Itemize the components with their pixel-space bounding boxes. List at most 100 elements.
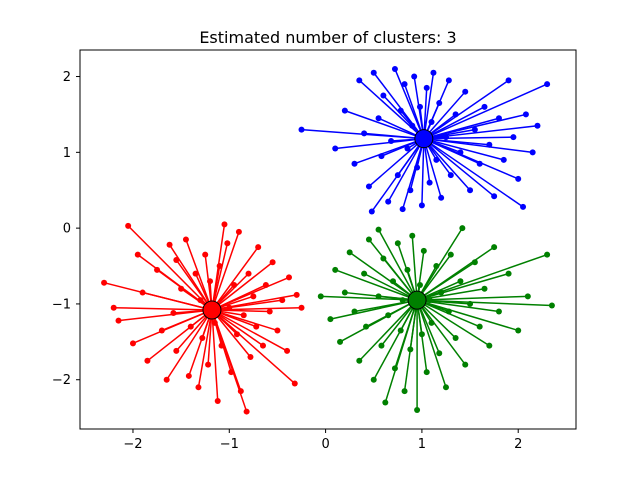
cluster-green-line [416,272,509,301]
cluster-blue-line [423,106,485,140]
cluster-blue-point [486,141,493,148]
cluster-red-point [298,304,305,311]
cluster-red-point [187,323,194,330]
cluster-green-point [341,289,348,296]
cluster-green-point [363,323,370,330]
cluster-green-line [417,299,552,307]
cluster-blue-point [416,103,423,110]
cluster-red-point [247,353,254,360]
cluster-blue-point [365,183,372,190]
cluster-red-point [207,278,214,285]
y-tick-label: 2 [63,70,71,85]
cluster-red-point [274,327,281,334]
cluster-red-point [216,263,223,270]
cluster-blue-point [481,103,488,110]
cluster-green-line [334,269,418,301]
cluster-blue-point [423,84,430,91]
cluster-red-point [129,340,136,347]
cluster-blue-line [423,125,538,140]
cluster-blue-line [423,72,435,139]
x-tick-label: 0 [321,437,329,452]
cluster-green-point [515,327,522,334]
cluster-red-point [266,308,273,315]
cluster-red-point [158,327,165,334]
cluster-blue-point [471,126,478,133]
cluster-green-line [416,253,548,301]
cluster-red-line [211,309,264,347]
cluster-blue-point [418,202,425,209]
cluster-blue-line [364,132,424,140]
cluster-blue-line [423,79,510,140]
cluster-green-point [375,226,382,233]
x-tick-label: −1 [220,437,239,452]
cluster-green-line [358,299,418,362]
cluster-red-point [279,297,286,304]
cluster-red-point [144,357,151,364]
cluster-red-point [250,293,257,300]
cluster-blue-point [391,65,398,72]
cluster-red-point [235,228,242,235]
cluster-red-point [192,270,199,277]
cluster-green-line [416,299,466,366]
cluster-red-point [134,251,141,258]
cluster-red-line [211,243,229,311]
cluster-green-point [375,293,382,300]
cluster-red-point [240,312,247,319]
cluster-red-line [211,309,288,352]
cluster-green-point [467,300,474,307]
cluster-red-point [284,347,291,354]
cluster-blue-line [423,138,495,197]
cluster-green-point [390,278,397,285]
x-tick-label: 1 [418,437,426,452]
cluster-blue-point [500,156,507,163]
cluster-blue-point [433,156,440,163]
cluster-blue-point [375,115,382,122]
cluster-green-point [505,270,512,277]
cluster-red-line [211,309,278,332]
cluster-green-point [394,240,401,247]
cluster-blue-point [401,81,408,88]
cluster-red-point [211,319,218,326]
cluster-red-point [154,266,161,273]
cluster-green-point [397,327,404,334]
cluster-blue-line [423,137,504,161]
y-tick-label: −1 [52,297,71,312]
cluster-green-point [445,308,452,315]
cluster-blue-point [399,206,406,213]
cluster-green-point [416,281,423,288]
cluster-red-point [237,388,244,395]
cluster-blue-point [388,137,395,144]
cluster-blue-line [423,137,519,180]
cluster-blue-point [467,187,474,194]
cluster-red-point [115,317,122,324]
cluster-green-point [337,338,344,345]
cluster-blue-point [457,149,464,156]
cluster-red-line [211,261,274,311]
cluster-blue-point [430,69,437,76]
cluster-red-line [211,231,240,311]
cluster-blue-line [423,136,514,140]
cluster-red-point [226,304,233,311]
cluster-blue-line [421,138,425,206]
cluster-blue-point [522,111,529,118]
cluster-blue-line [423,138,471,191]
cluster-blue-point [476,160,483,167]
cluster-green-point [409,232,416,239]
cluster-red-point [221,221,228,228]
x-tick-label: −2 [123,437,142,452]
cluster-red-point [253,323,260,330]
cluster-blue-line [423,80,450,139]
cluster-red-line [211,276,290,311]
cluster-green-point [462,361,469,368]
cluster-green-point [414,407,421,414]
cluster-red-line [175,259,213,311]
cluster-green-point [471,259,478,266]
cluster-red-point [259,342,266,349]
cluster-green-point [438,289,445,296]
cluster-green-point [361,270,368,277]
cluster-green-point [385,312,392,319]
cluster-blue-point [298,126,305,133]
cluster-red-point [173,347,180,354]
cluster-red-line [142,291,213,311]
cluster-red-point [110,304,117,311]
